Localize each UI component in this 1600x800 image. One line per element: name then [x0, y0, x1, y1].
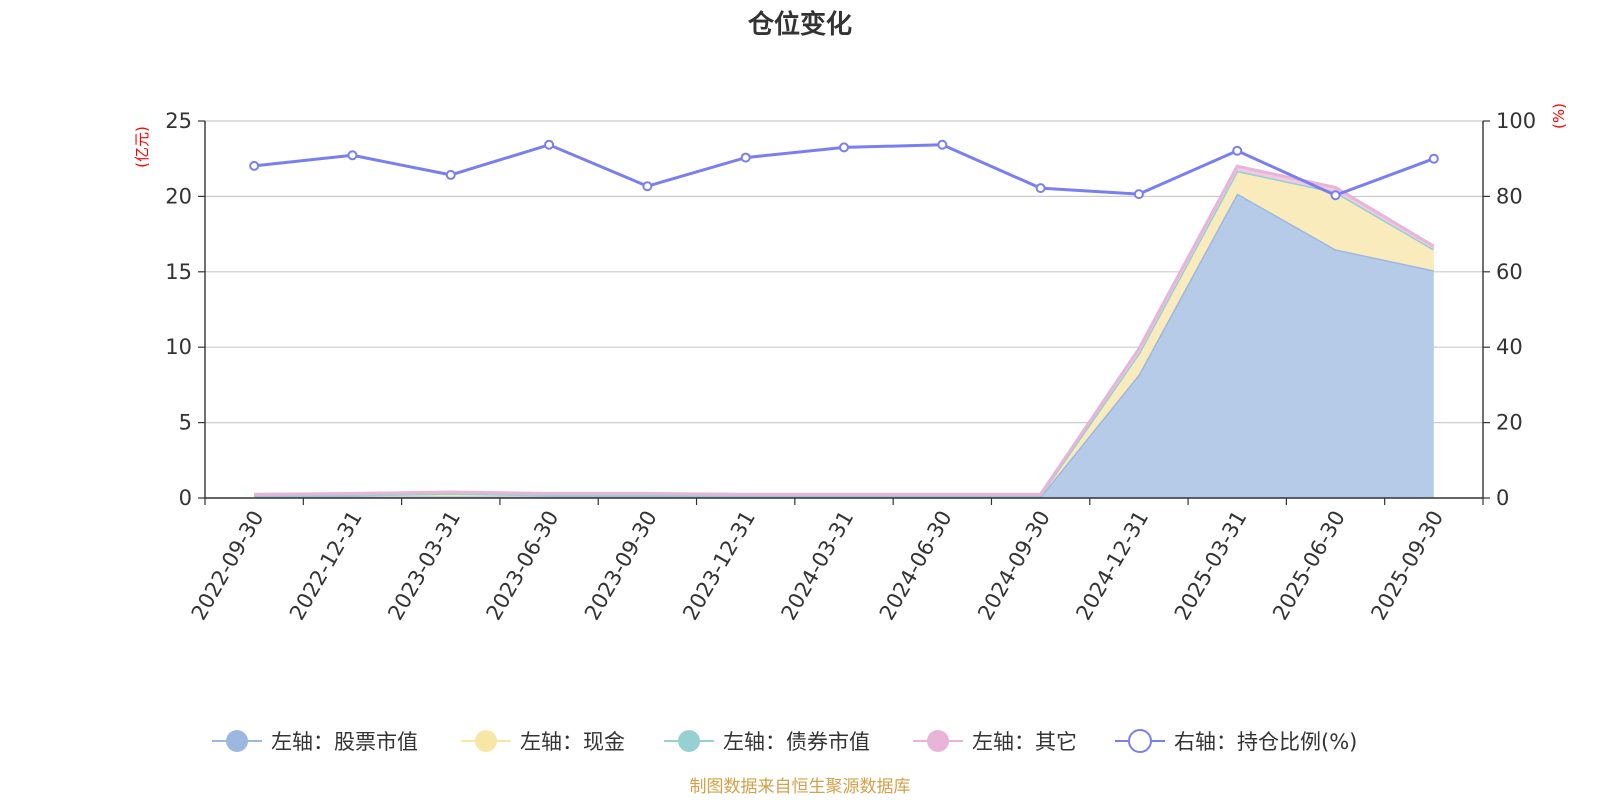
x-tick-label: 2024-06-30: [875, 506, 957, 624]
left-tick-label: 0: [179, 486, 192, 510]
legend: 左轴：股票市值 左轴：现金 左轴：债券市值 左轴：其它 右轴：持仓比例(%): [212, 729, 1357, 754]
area-edge-line: [254, 164, 1435, 496]
legend-item: 左轴：股票市值: [212, 730, 418, 754]
legend-item: 左轴：债券市值: [664, 730, 870, 754]
legend-item: 左轴：现金: [461, 730, 625, 754]
x-tick-label: 2023-09-30: [580, 507, 662, 625]
x-tick-label: 2023-12-31: [678, 507, 760, 625]
area-series: [254, 164, 1435, 498]
x-tick-label: 2022-09-30: [187, 507, 269, 625]
legend-item: 右轴：持仓比例(%): [1115, 729, 1357, 754]
chart-title: 仓位变化: [747, 9, 852, 40]
legend-label: 左轴：股票市值: [271, 730, 418, 754]
x-tick-label: 2023-03-31: [383, 507, 465, 625]
x-tick-label: 2023-06-30: [482, 507, 564, 625]
legend-label: 左轴：债券市值: [723, 730, 870, 754]
legend-label: 左轴：现金: [520, 730, 625, 754]
x-tick-label: 2024-09-30: [973, 507, 1055, 625]
legend-marker: [927, 730, 949, 752]
x-tick-label: 2025-03-31: [1170, 507, 1252, 625]
ratio-point: [1133, 189, 1144, 200]
ratio-point: [1035, 183, 1046, 194]
legend-label: 右轴：持仓比例(%): [1174, 730, 1357, 754]
x-tick-label: 2022-12-31: [285, 507, 367, 625]
ratio-point: [1428, 153, 1439, 164]
legend-marker: [226, 730, 248, 752]
legend-marker: [1128, 729, 1152, 753]
ratio-point: [839, 142, 849, 153]
axes: [198, 120, 1490, 505]
ratio-point: [544, 139, 555, 150]
right-tick-label: 80: [1496, 184, 1523, 208]
right-tick-label: 60: [1496, 260, 1523, 284]
x-tick-label: 2024-03-31: [777, 507, 859, 625]
ratio-point: [642, 181, 653, 192]
area-fill: [254, 170, 1434, 497]
x-tick-label: 2025-09-30: [1366, 507, 1448, 625]
legend-marker: [475, 730, 497, 752]
legend-label: 左轴：其它: [972, 730, 1077, 754]
data-source-note: 制图数据来自恒生聚源数据库: [690, 777, 911, 797]
right-tick-label: 20: [1496, 411, 1523, 435]
left-tick-label: 5: [179, 411, 192, 435]
ratio-point: [445, 169, 456, 180]
left-axis-unit: (亿元): [133, 126, 151, 168]
left-tick-label: 20: [165, 184, 192, 208]
left-tick-label: 10: [165, 335, 192, 359]
ratio-point: [937, 139, 948, 150]
legend-marker: [678, 730, 700, 752]
area-fill: [254, 193, 1434, 498]
ratio-point: [1330, 190, 1341, 201]
right-tick-label: 100: [1496, 109, 1536, 133]
right-tick-label: 40: [1496, 335, 1523, 359]
ratio-point: [1232, 145, 1243, 156]
x-tick-label: 2025-06-30: [1268, 507, 1350, 625]
ratio-point: [249, 160, 260, 171]
ratio-point: [740, 152, 751, 163]
left-tick-label: 15: [165, 260, 192, 284]
right-tick-label: 0: [1496, 486, 1509, 510]
left-tick-label: 25: [165, 109, 192, 133]
ratio-line-series: [249, 139, 1439, 201]
ratio-point: [347, 150, 358, 161]
right-axis-unit: (%): [1550, 103, 1568, 129]
legend-item: 左轴：其它: [913, 730, 1077, 754]
x-tick-label: 2024-12-31: [1071, 507, 1153, 625]
